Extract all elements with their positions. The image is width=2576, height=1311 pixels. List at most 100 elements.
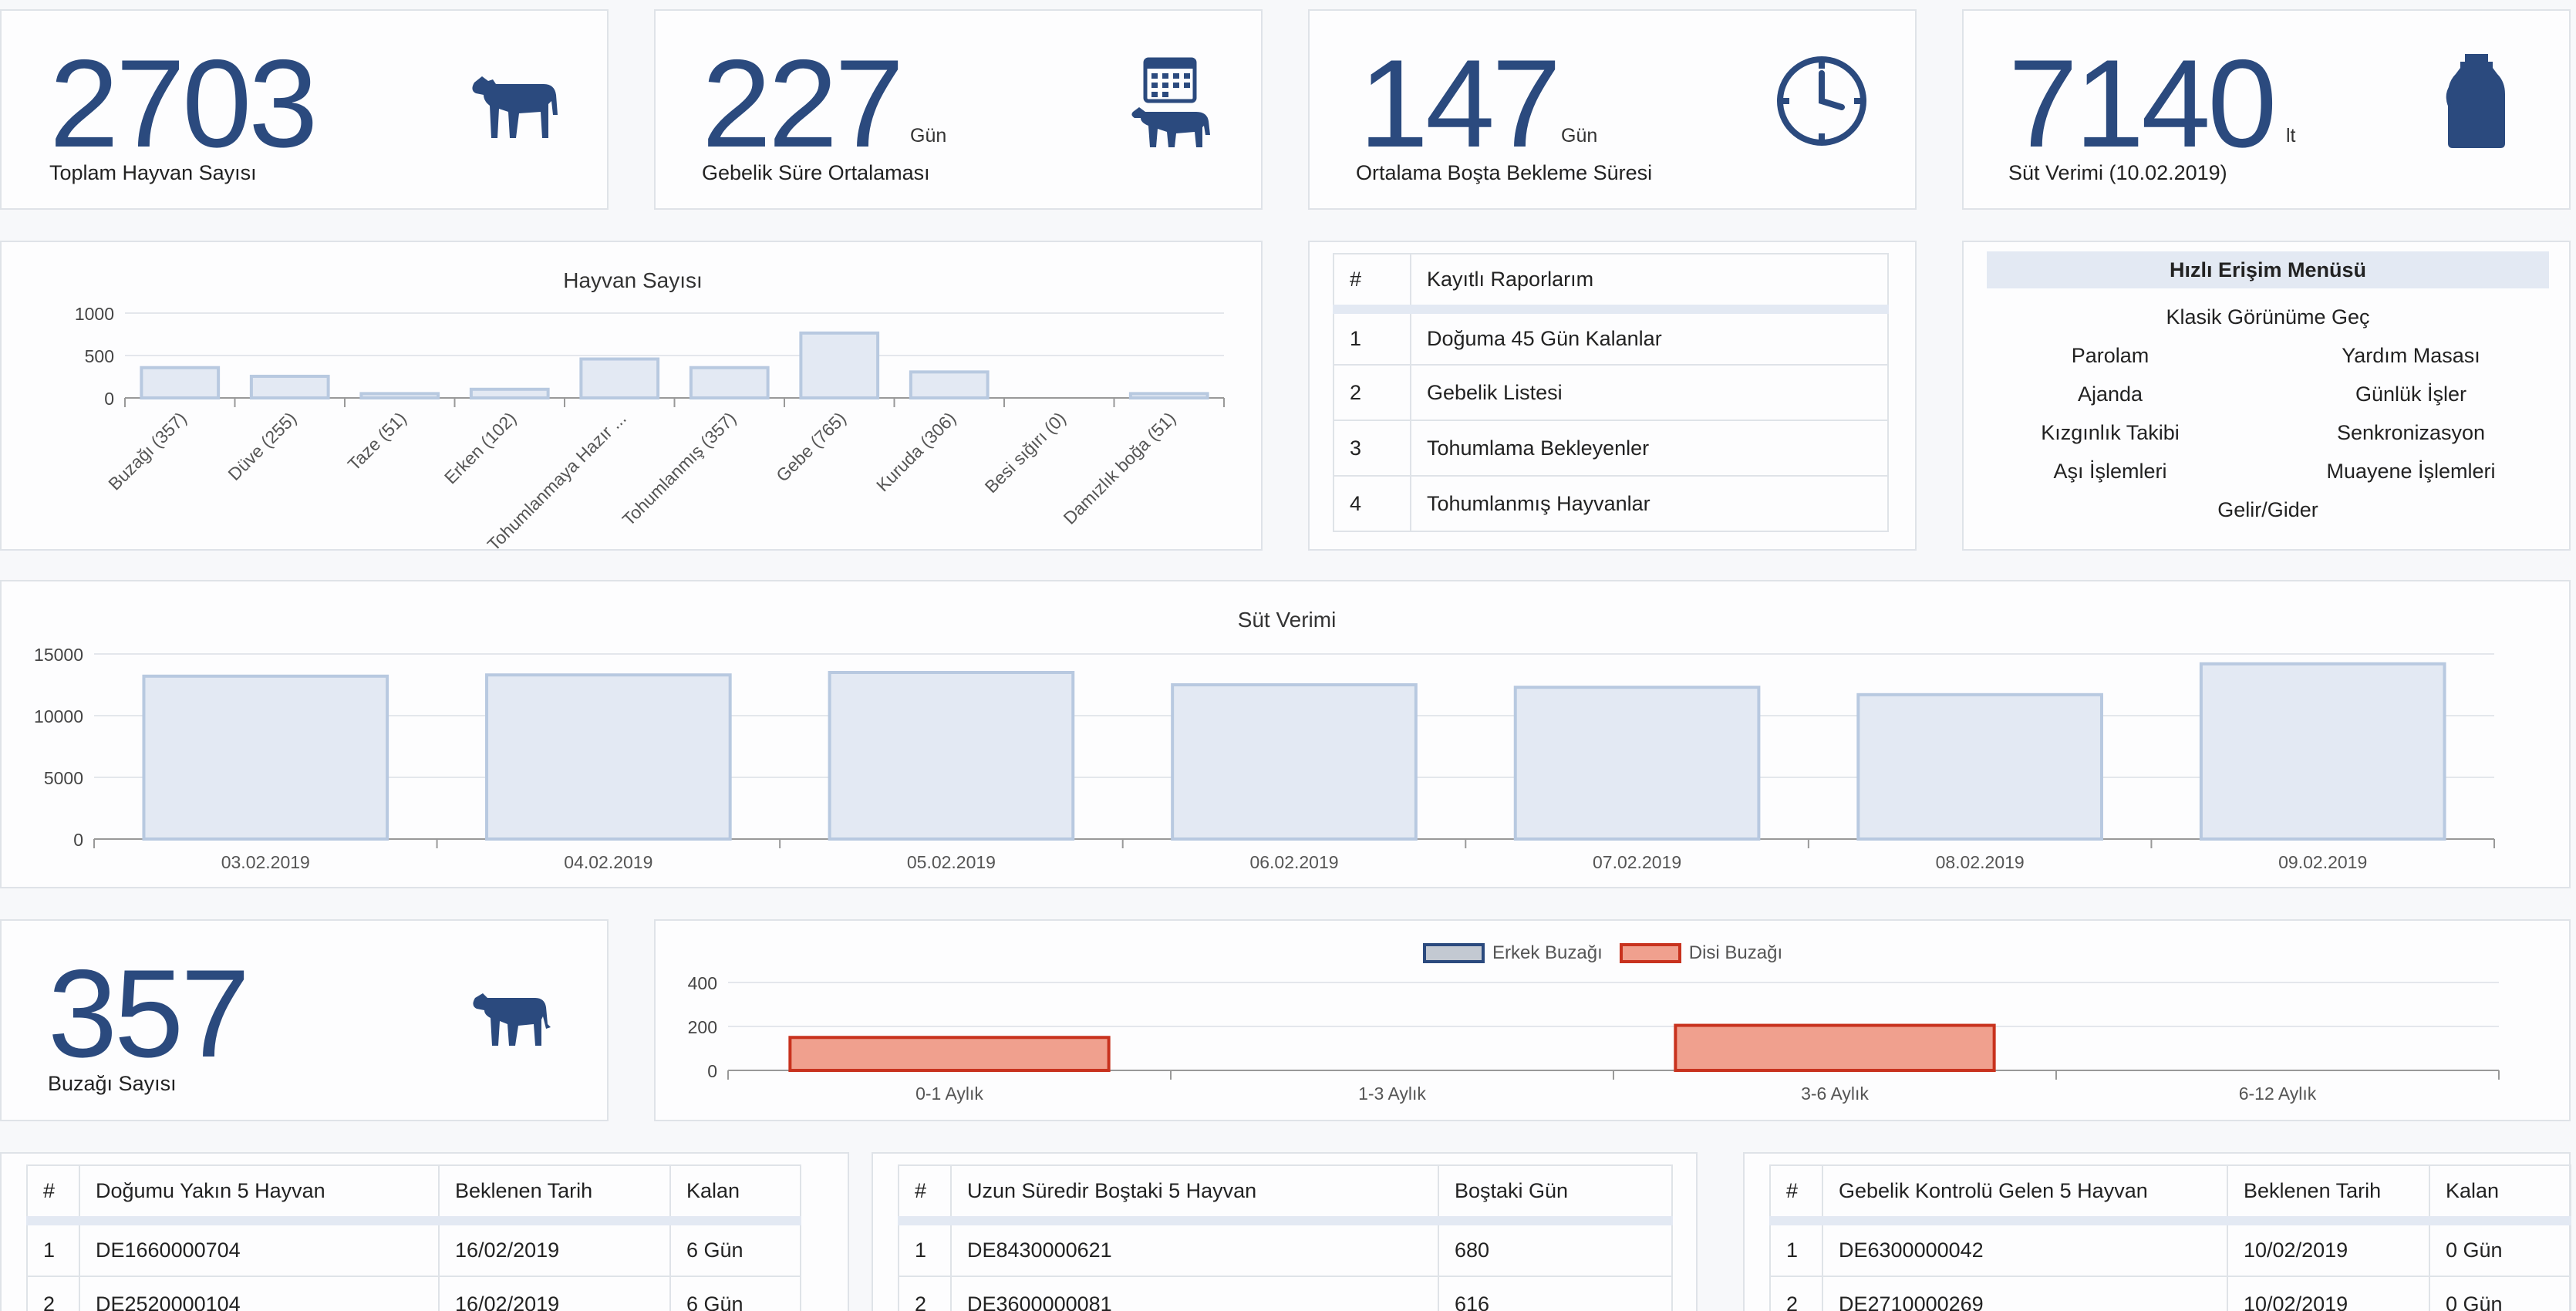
cell: 10/02/2019: [2227, 1276, 2430, 1311]
column-header: Gebelik Kontrolü Gelen 5 Hayvan: [1822, 1164, 2228, 1222]
y-tick-label: 1000: [75, 304, 114, 324]
legend-label-female: Disi Buzağı: [1688, 942, 1783, 963]
cell: 1: [26, 1220, 80, 1277]
column-header: #: [898, 1164, 952, 1222]
y-tick-label: 200: [688, 1017, 717, 1037]
table-row[interactable]: 1 DE8430000621 680: [898, 1220, 1673, 1277]
report-link[interactable]: Tohumlanmış Hayvanlar: [1410, 475, 1889, 532]
table-row[interactable]: 2 DE3600000081 616: [898, 1276, 1673, 1311]
cell: 16/02/2019: [438, 1220, 671, 1277]
x-tick-label: 08.02.2019: [1936, 852, 2025, 872]
cow-icon: [472, 76, 558, 138]
quick-link-agenda[interactable]: Ajanda: [2077, 383, 2143, 406]
table-row[interactable]: 2 DE2520000104 16/02/2019 6 Gün: [26, 1276, 801, 1311]
quick-link-income-expense[interactable]: Gelir/Gider: [2217, 498, 2318, 521]
column-header: #: [1333, 253, 1411, 310]
stat-card-pregnancy: 227 Gün Gebelik Süre Ortalaması: [654, 9, 1263, 210]
saved-reports-table: # Kayıtlı Raporlarım 1 Doğuma 45 Gün Kala…: [1333, 253, 1889, 532]
classic-view-link[interactable]: Klasik Görünüme Geç: [2166, 305, 2370, 329]
stat-label: Gebelik Süre Ortalaması: [702, 161, 930, 184]
chart-title: Hayvan Sayısı: [563, 268, 703, 292]
bar: [1513, 686, 1761, 841]
bar: [689, 366, 770, 399]
stat-unit: lt: [2286, 125, 2296, 147]
x-tick-label: 05.02.2019: [907, 852, 996, 872]
cell: 16/02/2019: [438, 1276, 671, 1311]
x-tick-label: 04.02.2019: [564, 852, 652, 872]
stat-label: Ortalama Boşta Bekleme Süresi: [1356, 161, 1653, 184]
bar: [1128, 392, 1209, 399]
quick-link-synchronization[interactable]: Senkronizasyon: [2336, 421, 2486, 444]
stat-unit: Gün: [1561, 125, 1598, 147]
animal-id-link[interactable]: DE2710000269: [1822, 1276, 2228, 1311]
table-row[interactable]: 1 DE6300000042 10/02/2019 0 Gün: [1769, 1220, 2571, 1277]
table-row[interactable]: 2 DE2710000269 10/02/2019 0 Gün: [1769, 1276, 2571, 1311]
clock-icon: [1777, 56, 1866, 146]
cell: 3: [1333, 420, 1411, 477]
animal-id-link[interactable]: DE3600000081: [950, 1276, 1439, 1311]
milk-yield-chart-card: Süt Verimi 15000 10000 5000 0 03.02.2019 04.0…: [0, 580, 2571, 888]
quick-link-vaccination[interactable]: Aşı İşlemleri: [2053, 460, 2167, 483]
calf-age-chart: 400 200 0 0-1 Aylık 1-3 Aylık 3-6 Aylık 6-12 A…: [688, 973, 2500, 1104]
animal-id-link[interactable]: DE8430000621: [950, 1220, 1439, 1277]
animal-id-link[interactable]: DE1660000704: [79, 1220, 440, 1277]
quick-link-password[interactable]: Parolam: [2071, 344, 2149, 367]
animal-id-link[interactable]: DE2520000104: [79, 1276, 440, 1311]
quick-link-daily-tasks[interactable]: Günlük İşler: [2355, 383, 2467, 406]
bar: [828, 671, 1075, 841]
x-tick-label: Erken (102): [440, 408, 520, 487]
legend-swatch-female: [1619, 943, 1681, 963]
report-row[interactable]: 1 Doğuma 45 Gün Kalanlar: [1333, 308, 1889, 366]
calendar-cow-icon: [1131, 57, 1210, 147]
column-header: #: [26, 1164, 80, 1222]
report-link[interactable]: Tohumlama Bekleyenler: [1410, 420, 1889, 477]
cell: 0 Gün: [2429, 1276, 2571, 1311]
quick-link-examinations[interactable]: Muayene İşlemleri: [2326, 460, 2496, 483]
report-link[interactable]: Gebelik Listesi: [1410, 364, 1889, 421]
near-birth-card: # Doğumu Yakın 5 Hayvan Beklenen Tarih K…: [0, 1152, 849, 1311]
cell: 680: [1438, 1220, 1673, 1277]
bar: [2199, 662, 2446, 841]
bar: [1674, 1023, 1996, 1072]
cell: 4: [1333, 475, 1411, 532]
bar: [469, 387, 550, 399]
calf-count-value: 357: [48, 944, 250, 1084]
y-tick-label: 10000: [34, 706, 83, 726]
cell: 2: [1769, 1276, 1823, 1311]
quick-link-heat-tracking[interactable]: Kızgınlık Takibi: [2041, 421, 2180, 444]
x-tick-label: 3-6 Aylık: [1801, 1084, 1869, 1104]
cell: 1: [1769, 1220, 1823, 1277]
bar: [140, 366, 221, 399]
report-row[interactable]: 4 Tohumlanmış Hayvanlar: [1333, 475, 1889, 532]
calf-count-label: Buzağı Sayısı: [48, 1072, 177, 1095]
table-row[interactable]: 1 DE1660000704 16/02/2019 6 Gün: [26, 1220, 801, 1277]
animal-count-chart-card: Hayvan Sayısı 1000 500 0 Buzağı (357) Düve (…: [0, 241, 1263, 552]
column-header: Kalan: [2429, 1164, 2571, 1222]
bar: [909, 370, 990, 399]
legend-swatch-male: [1423, 943, 1485, 963]
column-header: Doğumu Yakın 5 Hayvan: [79, 1164, 440, 1222]
cell: 1: [1333, 308, 1411, 366]
report-row[interactable]: 2 Gebelik Listesi: [1333, 364, 1889, 421]
x-tick-label: 06.02.2019: [1249, 852, 1338, 872]
y-tick-label: 5000: [44, 768, 83, 788]
cell: 616: [1438, 1276, 1673, 1311]
quick-access-title: Hızlı Erişim Menüsü: [1987, 251, 2549, 288]
stat-value: 147: [1359, 34, 1561, 174]
x-tick-label: Damızlık boğa (51): [1060, 408, 1180, 528]
quick-link-help-desk[interactable]: Yardım Masası: [2342, 344, 2480, 367]
report-row[interactable]: 3 Tohumlama Bekleyenler: [1333, 420, 1889, 477]
bar: [1171, 683, 1418, 841]
x-tick-label: Tohumlanmış (357): [619, 408, 740, 530]
stat-value: 2703: [49, 34, 318, 174]
cell: 2: [1333, 364, 1411, 421]
bar: [1856, 693, 2103, 841]
stat-card-total-animals: 2703 Toplam Hayvan Sayısı: [0, 9, 609, 210]
stat-card-idle-time: 147 Gün Ortalama Boşta Bekleme Süresi: [1308, 9, 1917, 210]
y-tick-label: 0: [73, 830, 83, 850]
animal-id-link[interactable]: DE6300000042: [1822, 1220, 2228, 1277]
bar: [579, 357, 660, 399]
report-link[interactable]: Doğuma 45 Gün Kalanlar: [1410, 308, 1889, 366]
column-header: Uzun Süredir Boştaki 5 Hayvan: [950, 1164, 1439, 1222]
